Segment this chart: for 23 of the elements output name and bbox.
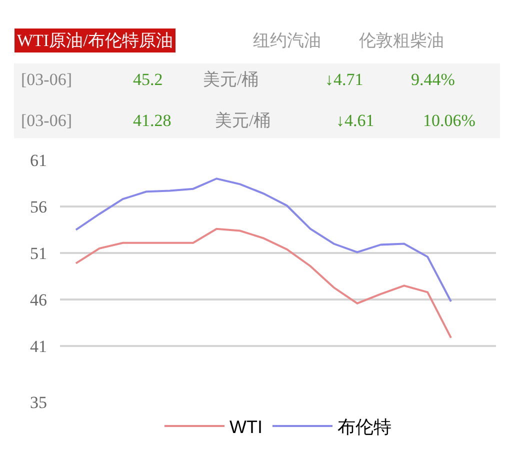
y-tick-label: 35 [30, 392, 47, 412]
text: ↓4.61 [336, 111, 374, 130]
y-tick-label: 41 [30, 337, 47, 356]
y-tick-label: 46 [30, 290, 47, 310]
text: 45.2 [133, 70, 163, 89]
text: [03-06] [21, 111, 72, 130]
text: 美元/桶 [215, 111, 271, 130]
y-tick-label: 51 [30, 244, 47, 264]
y-tick-label: 56 [30, 197, 47, 216]
legend-label: 布伦特 [338, 417, 392, 438]
text: 41.28 [133, 111, 172, 130]
line-series [74, 178, 452, 302]
text: WTI原油/布伦特原油 [17, 31, 173, 50]
y-tick-label: 61 [30, 150, 47, 170]
legend-label: WTI [230, 417, 262, 438]
text: 伦敦粗柴油 [359, 31, 444, 50]
text: ↓4.71 [325, 70, 364, 89]
line-series [74, 228, 452, 339]
text: 10.06% [423, 111, 476, 130]
text: 纽约汽油 [253, 31, 321, 50]
text: [03-06] [21, 70, 72, 89]
text: 美元/桶 [203, 70, 259, 89]
text: 9.44% [411, 70, 455, 89]
